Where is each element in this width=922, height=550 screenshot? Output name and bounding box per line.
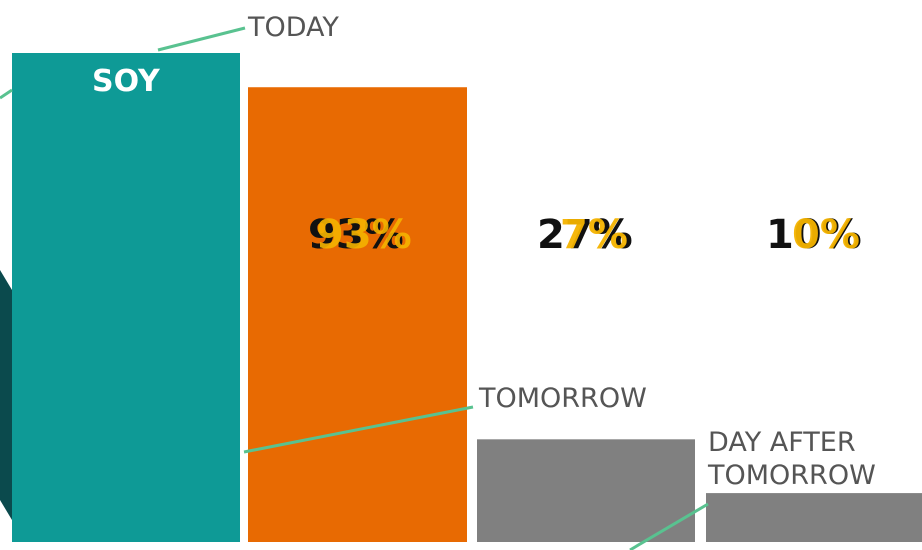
leader-line-tomorrow: [243, 405, 474, 454]
percent-label-tomorrow-dark: 27%: [537, 212, 633, 258]
percent-label-today-dark: 93%: [308, 212, 404, 258]
bar-tomorrow: [477, 439, 695, 542]
leader-line-day-after: [629, 502, 709, 550]
dark-side-shape: [0, 270, 12, 520]
category-label-tomorrow: TOMORROW: [479, 383, 647, 414]
percent-label-today-gold: 93%: [316, 212, 412, 258]
leader-line-soy: [0, 88, 13, 100]
bar-today: [248, 87, 467, 542]
bar-label-soy: SOY: [92, 64, 160, 99]
category-label-day-after-line2: TOMORROW: [708, 460, 876, 491]
bar-soy: [12, 53, 240, 542]
bars-group: [12, 53, 922, 542]
percent-label-dayafter-dark: 10%: [766, 212, 862, 258]
percent-label-dayafter-gold: 0%: [792, 212, 860, 258]
category-label-today: TODAY: [248, 12, 339, 43]
bar-day-after-tomorrow: [706, 493, 922, 542]
category-label-day-after-line1: DAY AFTER: [708, 427, 856, 458]
leader-line-today: [157, 26, 246, 52]
percent-label-tomorrow-gold: 7%: [560, 212, 628, 258]
